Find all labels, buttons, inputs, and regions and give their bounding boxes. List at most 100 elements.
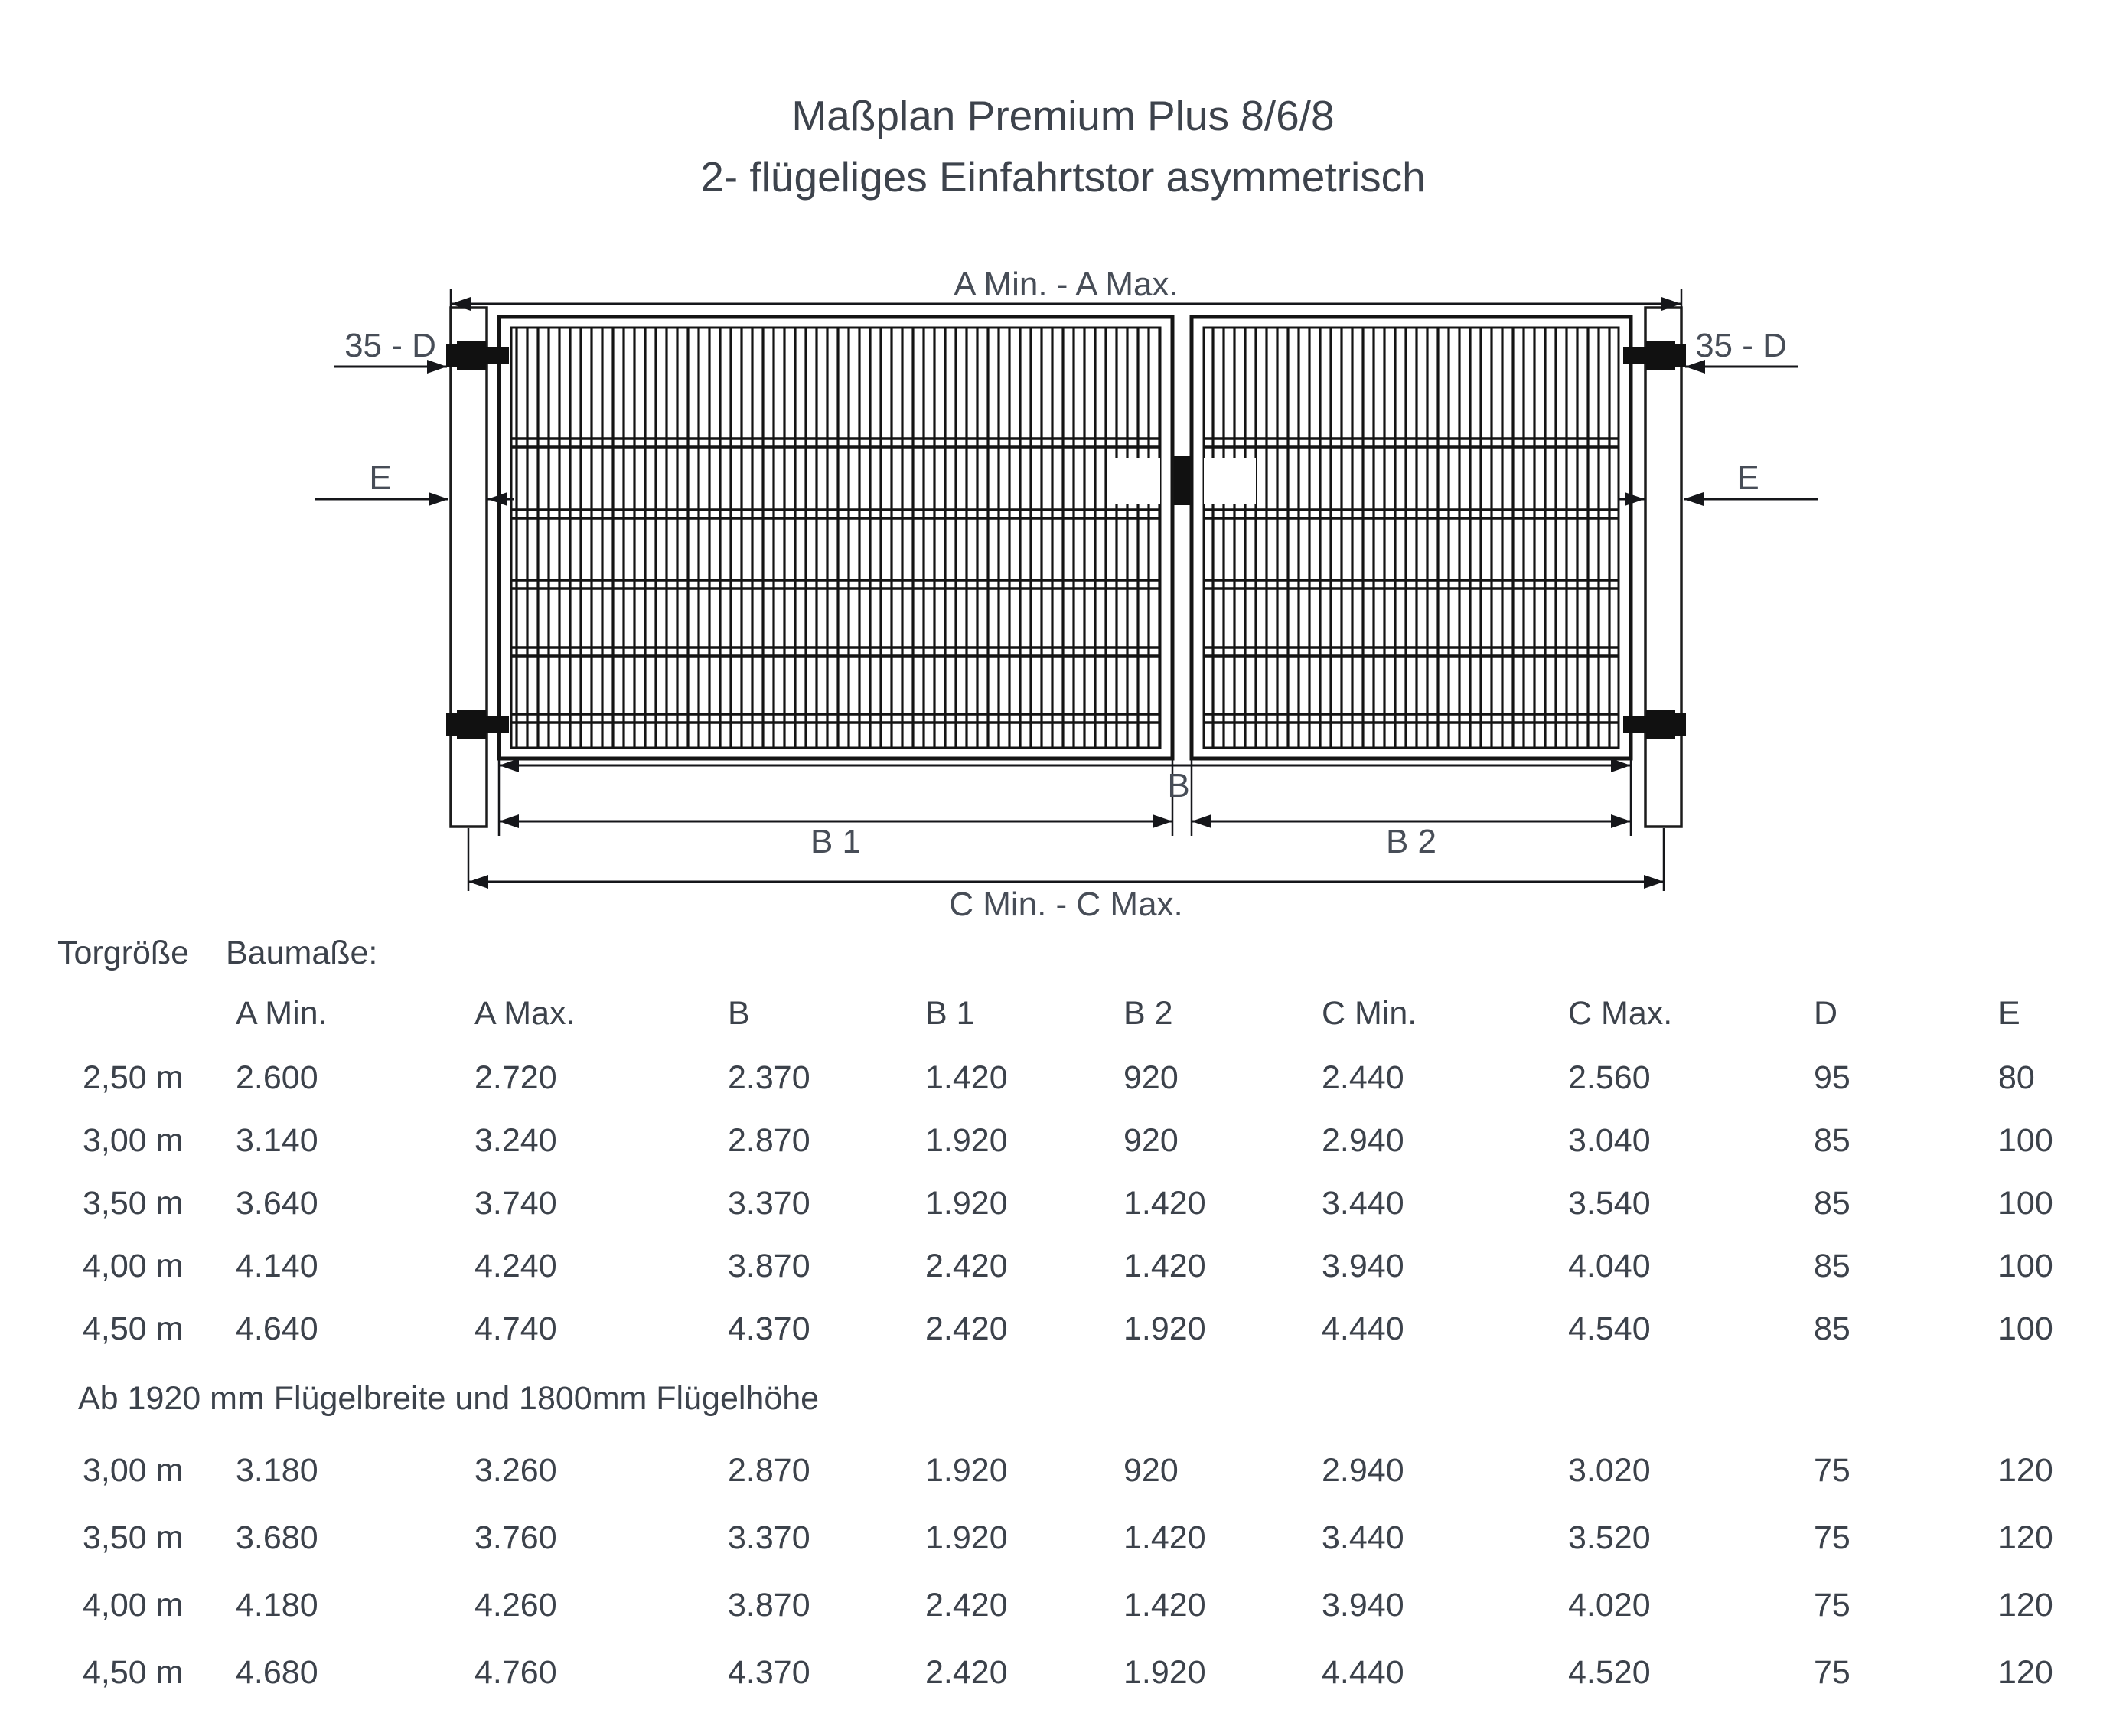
table-header-e: E [1998, 994, 2020, 1032]
table-cell: 2.370 [728, 1059, 810, 1096]
table-cell: 4.370 [728, 1310, 810, 1347]
table-cell: 1.920 [1123, 1653, 1206, 1691]
left-wing-bars [510, 326, 1162, 749]
dim-label-b: B [1167, 767, 1189, 804]
table-cell: 3.940 [1322, 1586, 1404, 1623]
dim-label-d-right: 35 - D [1695, 327, 1787, 364]
table-cell: 4.740 [474, 1310, 557, 1347]
table-row: 3,50 m 3.680 3.760 3.370 1.920 1.420 3.440 3.52… [77, 1504, 2126, 1571]
table-cell: 2.440 [1322, 1059, 1404, 1096]
table-cell: 4.240 [474, 1247, 557, 1284]
table-cell: 2.420 [925, 1310, 1008, 1347]
table-cell: 3.370 [728, 1184, 810, 1222]
table-cell: 4.260 [474, 1586, 557, 1623]
table-header-b: B [728, 994, 750, 1032]
table-cell: 3.540 [1568, 1184, 1651, 1222]
table-body-large-wings: 3,00 m 3.180 3.260 2.870 1.920 920 2.940 3.020 7… [77, 1437, 2126, 1706]
dimension-table: Torgröße Baumaße: A Min. A Max. B B 1 B … [57, 930, 2126, 1706]
table-cell: 85 [1814, 1247, 1850, 1284]
dim-label-a: A Min. - A Max. [954, 266, 1178, 303]
table-header-d: D [1814, 994, 1838, 1032]
table-cell: 2.600 [236, 1059, 318, 1096]
table-cell: 1.420 [1123, 1247, 1206, 1284]
table-cell: 920 [1123, 1451, 1179, 1489]
table-cell: 3.260 [474, 1451, 557, 1489]
row-size-label: 3,50 m [83, 1184, 184, 1222]
row-size-label: 3,00 m [83, 1451, 184, 1489]
table-cell: 75 [1814, 1653, 1850, 1691]
table-cell: 1.920 [925, 1519, 1008, 1556]
table-cell: 100 [1998, 1310, 2053, 1347]
table-row: 4,00 m 4.180 4.260 3.870 2.420 1.420 3.940 4.02… [77, 1571, 2126, 1639]
hinge-bottom-left [446, 710, 509, 739]
dimension-lines [315, 297, 1818, 889]
row-size-label: 4,00 m [83, 1247, 184, 1284]
dim-label-e-right: E [1736, 459, 1759, 497]
table-note: Ab 1920 mm Flügelbreite und 1800mm Flüge… [78, 1379, 820, 1417]
table-cell: 1.920 [925, 1184, 1008, 1222]
table-header-a-max: A Max. [474, 994, 576, 1032]
table-cell: 3.140 [236, 1121, 318, 1159]
table-cell: 75 [1814, 1451, 1850, 1489]
table-cell: 4.440 [1322, 1310, 1404, 1347]
table-cell: 2.420 [925, 1586, 1008, 1623]
row-size-label: 3,00 m [83, 1121, 184, 1159]
table-cell: 3.040 [1568, 1121, 1651, 1159]
table-row: 3,50 m 3.640 3.740 3.370 1.920 1.420 3.440 3.54… [77, 1172, 2126, 1235]
right-wing-rails [1204, 437, 1619, 724]
table-cell: 1.420 [1123, 1519, 1206, 1556]
table-cell: 4.640 [236, 1310, 318, 1347]
table-row: 2,50 m 2.600 2.720 2.370 1.420 920 2.440 2.560 9… [77, 1046, 2126, 1109]
right-wing-bars [1202, 326, 1620, 749]
table-cell: 3.940 [1322, 1247, 1404, 1284]
table-cell: 3.020 [1568, 1451, 1651, 1489]
table-row: 4,50 m 4.680 4.760 4.370 2.420 1.920 4.440 4.52… [77, 1639, 2126, 1706]
table-row: 4,00 m 4.140 4.240 3.870 2.420 1.420 3.940 4.04… [77, 1235, 2126, 1297]
table-cell: 2.870 [728, 1121, 810, 1159]
right-post [1644, 306, 1683, 828]
table-cell: 2.560 [1568, 1059, 1651, 1096]
left-wing-lock-plate [1108, 458, 1160, 504]
table-cell: 920 [1123, 1059, 1179, 1096]
table-cell: 100 [1998, 1247, 2053, 1284]
right-wing [1189, 315, 1633, 761]
table-cell: 4.140 [236, 1247, 318, 1284]
row-size-label: 4,00 m [83, 1586, 184, 1623]
table-cell: 4.370 [728, 1653, 810, 1691]
table-row: 4,50 m 4.640 4.740 4.370 2.420 1.920 4.440 4.54… [77, 1297, 2126, 1360]
table-cell: 75 [1814, 1586, 1850, 1623]
table-cell: 3.520 [1568, 1519, 1651, 1556]
table-cell: 120 [1998, 1586, 2053, 1623]
table-cell: 3.640 [236, 1184, 318, 1222]
dim-label-e-left: E [369, 459, 391, 497]
table-cell: 3.760 [474, 1519, 557, 1556]
table-header-b1: B 1 [925, 994, 975, 1032]
table-cell: 4.520 [1568, 1653, 1651, 1691]
table-cell: 4.040 [1568, 1247, 1651, 1284]
table-body-standard: 2,50 m 2.600 2.720 2.370 1.420 920 2.440 2.560 9… [77, 1046, 2126, 1360]
table-cell: 80 [1998, 1059, 2035, 1096]
table-cell: 2.940 [1322, 1121, 1404, 1159]
table-cell: 3.440 [1322, 1184, 1404, 1222]
left-wing [497, 315, 1175, 761]
table-cell: 100 [1998, 1121, 2053, 1159]
table-cell: 4.760 [474, 1653, 557, 1691]
row-size-label: 4,50 m [83, 1310, 184, 1347]
table-cell: 120 [1998, 1519, 2053, 1556]
hinge-top-right [1623, 341, 1686, 370]
table-cell: 1.420 [1123, 1184, 1206, 1222]
table-cell: 2.870 [728, 1451, 810, 1489]
table-row: 3,00 m 3.140 3.240 2.870 1.920 920 2.940 3.040 8… [77, 1109, 2126, 1172]
table-cell: 4.680 [236, 1653, 318, 1691]
gate-posts [449, 306, 1683, 828]
table-cell: 4.540 [1568, 1310, 1651, 1347]
table-cell: 3.680 [236, 1519, 318, 1556]
right-wing-lock-plate [1204, 458, 1256, 504]
table-cell: 120 [1998, 1451, 2053, 1489]
dim-label-b1: B 1 [810, 823, 861, 860]
table-cell: 3.440 [1322, 1519, 1404, 1556]
page-title: Maßplan Premium Plus 8/6/8 2- flügeliges… [0, 86, 2126, 208]
table-group-label: Torgröße [57, 935, 190, 971]
table-cell: 1.920 [1123, 1310, 1206, 1347]
table-cell: 1.420 [1123, 1586, 1206, 1623]
